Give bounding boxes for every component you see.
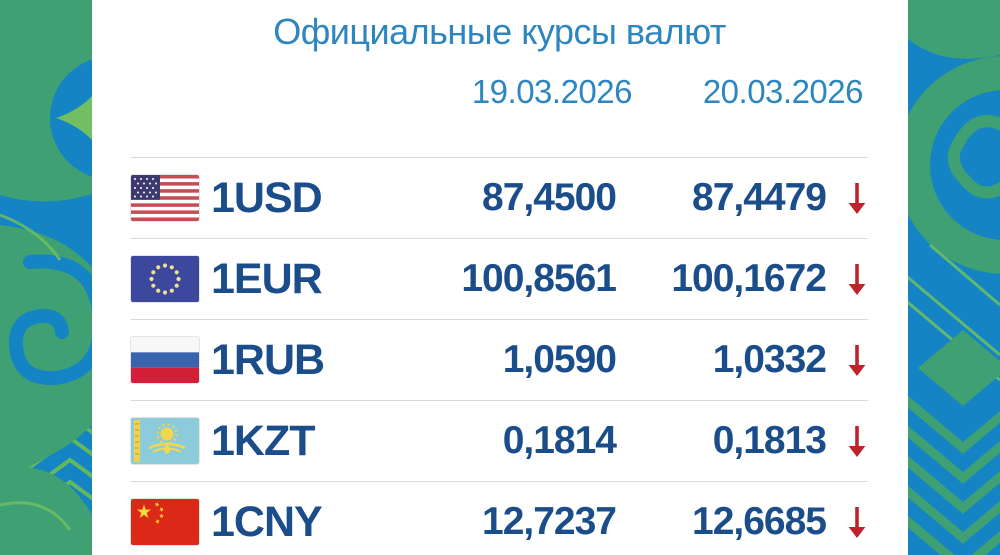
trend-cell (826, 504, 868, 540)
down-arrow-icon (848, 426, 866, 457)
rate-value-col1: 100,8561 (461, 257, 617, 300)
down-arrow-icon (848, 264, 866, 295)
date-column-1: 19.03.2026 (471, 73, 633, 110)
eu-flag-icon (131, 256, 199, 302)
down-arrow-icon (848, 183, 866, 214)
rate-row-kzt: 1KZT 0,1814 0,1813 (131, 400, 868, 481)
down-arrow-icon (848, 507, 866, 538)
rate-row-usd: 1USD 87,4500 87,4479 (131, 157, 868, 238)
currency-code: 1KZT (211, 416, 316, 465)
rate-value-col2: 0,1813 (712, 419, 827, 462)
rate-value-col1: 12,7237 (482, 500, 617, 543)
rate-row-cny: 1CNY 12,7237 12,6685 (131, 481, 868, 555)
trend-cell (826, 180, 868, 216)
rate-row-eur: 1EUR 100,8561 100,1672 (131, 238, 868, 319)
currency-code: 1EUR (211, 254, 323, 303)
china-flag-icon (131, 499, 199, 545)
rate-value-col1: 87,4500 (482, 176, 617, 219)
kazakhstan-flag-icon (131, 418, 199, 464)
flag-cell (131, 256, 211, 302)
russia-flag-icon (131, 337, 199, 383)
trend-cell (826, 423, 868, 459)
page-title: Официальные курсы валют (273, 11, 726, 52)
date-column-headers: 19.03.2026 20.03.2026 (131, 73, 868, 110)
rate-value-col1: 0,1814 (502, 419, 617, 462)
flag-cell (131, 337, 211, 383)
currency-code: 1USD (211, 173, 323, 222)
rates-panel: Официальные курсы валют 19.03.2026 20.03… (92, 0, 908, 555)
currency-code: 1RUB (211, 335, 325, 384)
usa-flag-icon (131, 175, 199, 221)
flag-cell (131, 418, 211, 464)
rate-value-col2: 12,6685 (692, 500, 827, 543)
flag-cell (131, 175, 211, 221)
trend-cell (826, 342, 868, 378)
rate-value-col1: 1,0590 (502, 338, 617, 381)
flag-cell (131, 499, 211, 545)
trend-cell (826, 261, 868, 297)
date-column-2: 20.03.2026 (702, 73, 864, 110)
rate-row-rub: 1RUB 1,0590 1,0332 (131, 319, 868, 400)
rate-value-col2: 100,1672 (671, 257, 827, 300)
rates-table: 1USD 87,4500 87,4479 (131, 157, 868, 555)
currency-code: 1CNY (211, 497, 323, 546)
rate-value-col2: 1,0332 (712, 338, 827, 381)
down-arrow-icon (848, 345, 866, 376)
rate-value-col2: 87,4479 (692, 176, 827, 219)
